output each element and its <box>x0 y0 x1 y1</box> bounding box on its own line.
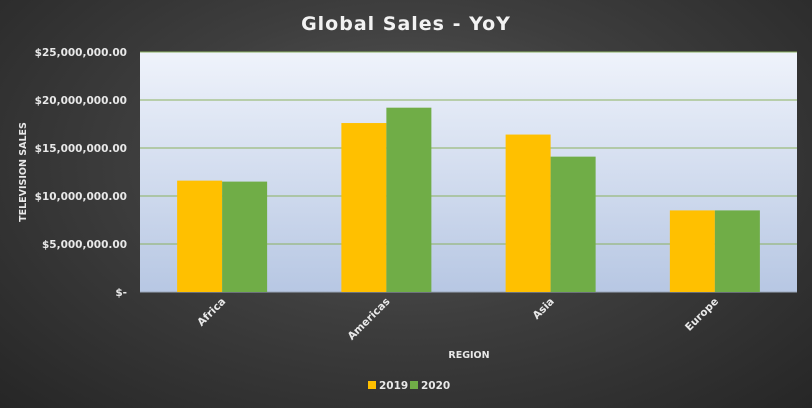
y-tick-label: $15,000,000.00 <box>35 143 127 155</box>
bar-2019-europe <box>669 210 715 292</box>
chart-title: Global Sales - YoY <box>301 13 511 35</box>
bar-2019-americas <box>341 123 387 292</box>
y-axis-ticks: $- $5,000,000.00 $10,000,000.00 $15,000,000… <box>35 47 127 299</box>
bar-2020-americas <box>386 107 432 293</box>
y-tick-label: $20,000,000.00 <box>35 95 127 107</box>
y-tick-label: $5,000,000.00 <box>42 239 127 251</box>
legend-swatch-2019 <box>368 381 376 389</box>
x-tick-label: Africa <box>195 296 228 329</box>
bar-2020-asia <box>550 156 596 292</box>
bar-2019-africa <box>177 180 223 292</box>
legend-swatch-2020 <box>410 381 418 389</box>
bar-2020-africa <box>222 181 268 292</box>
x-axis-ticks: Africa Americas Asia Europe <box>195 296 721 343</box>
x-tick-label: Europe <box>683 296 721 334</box>
x-axis-title: REGION <box>448 350 489 361</box>
bar-2020-europe <box>714 210 760 292</box>
x-tick-label: Asia <box>531 296 557 322</box>
y-axis-title: TELEVISION SALES <box>18 122 29 222</box>
y-tick-label: $25,000,000.00 <box>35 47 127 59</box>
legend: 2019 2020 <box>368 380 450 392</box>
bars <box>177 107 760 293</box>
y-tick-label: $10,000,000.00 <box>35 191 127 203</box>
bar-2019-asia <box>505 134 551 292</box>
legend-label: 2019 <box>379 380 408 392</box>
y-tick-label: $- <box>115 287 127 299</box>
legend-label: 2020 <box>421 380 450 392</box>
x-tick-label: Americas <box>345 296 392 343</box>
